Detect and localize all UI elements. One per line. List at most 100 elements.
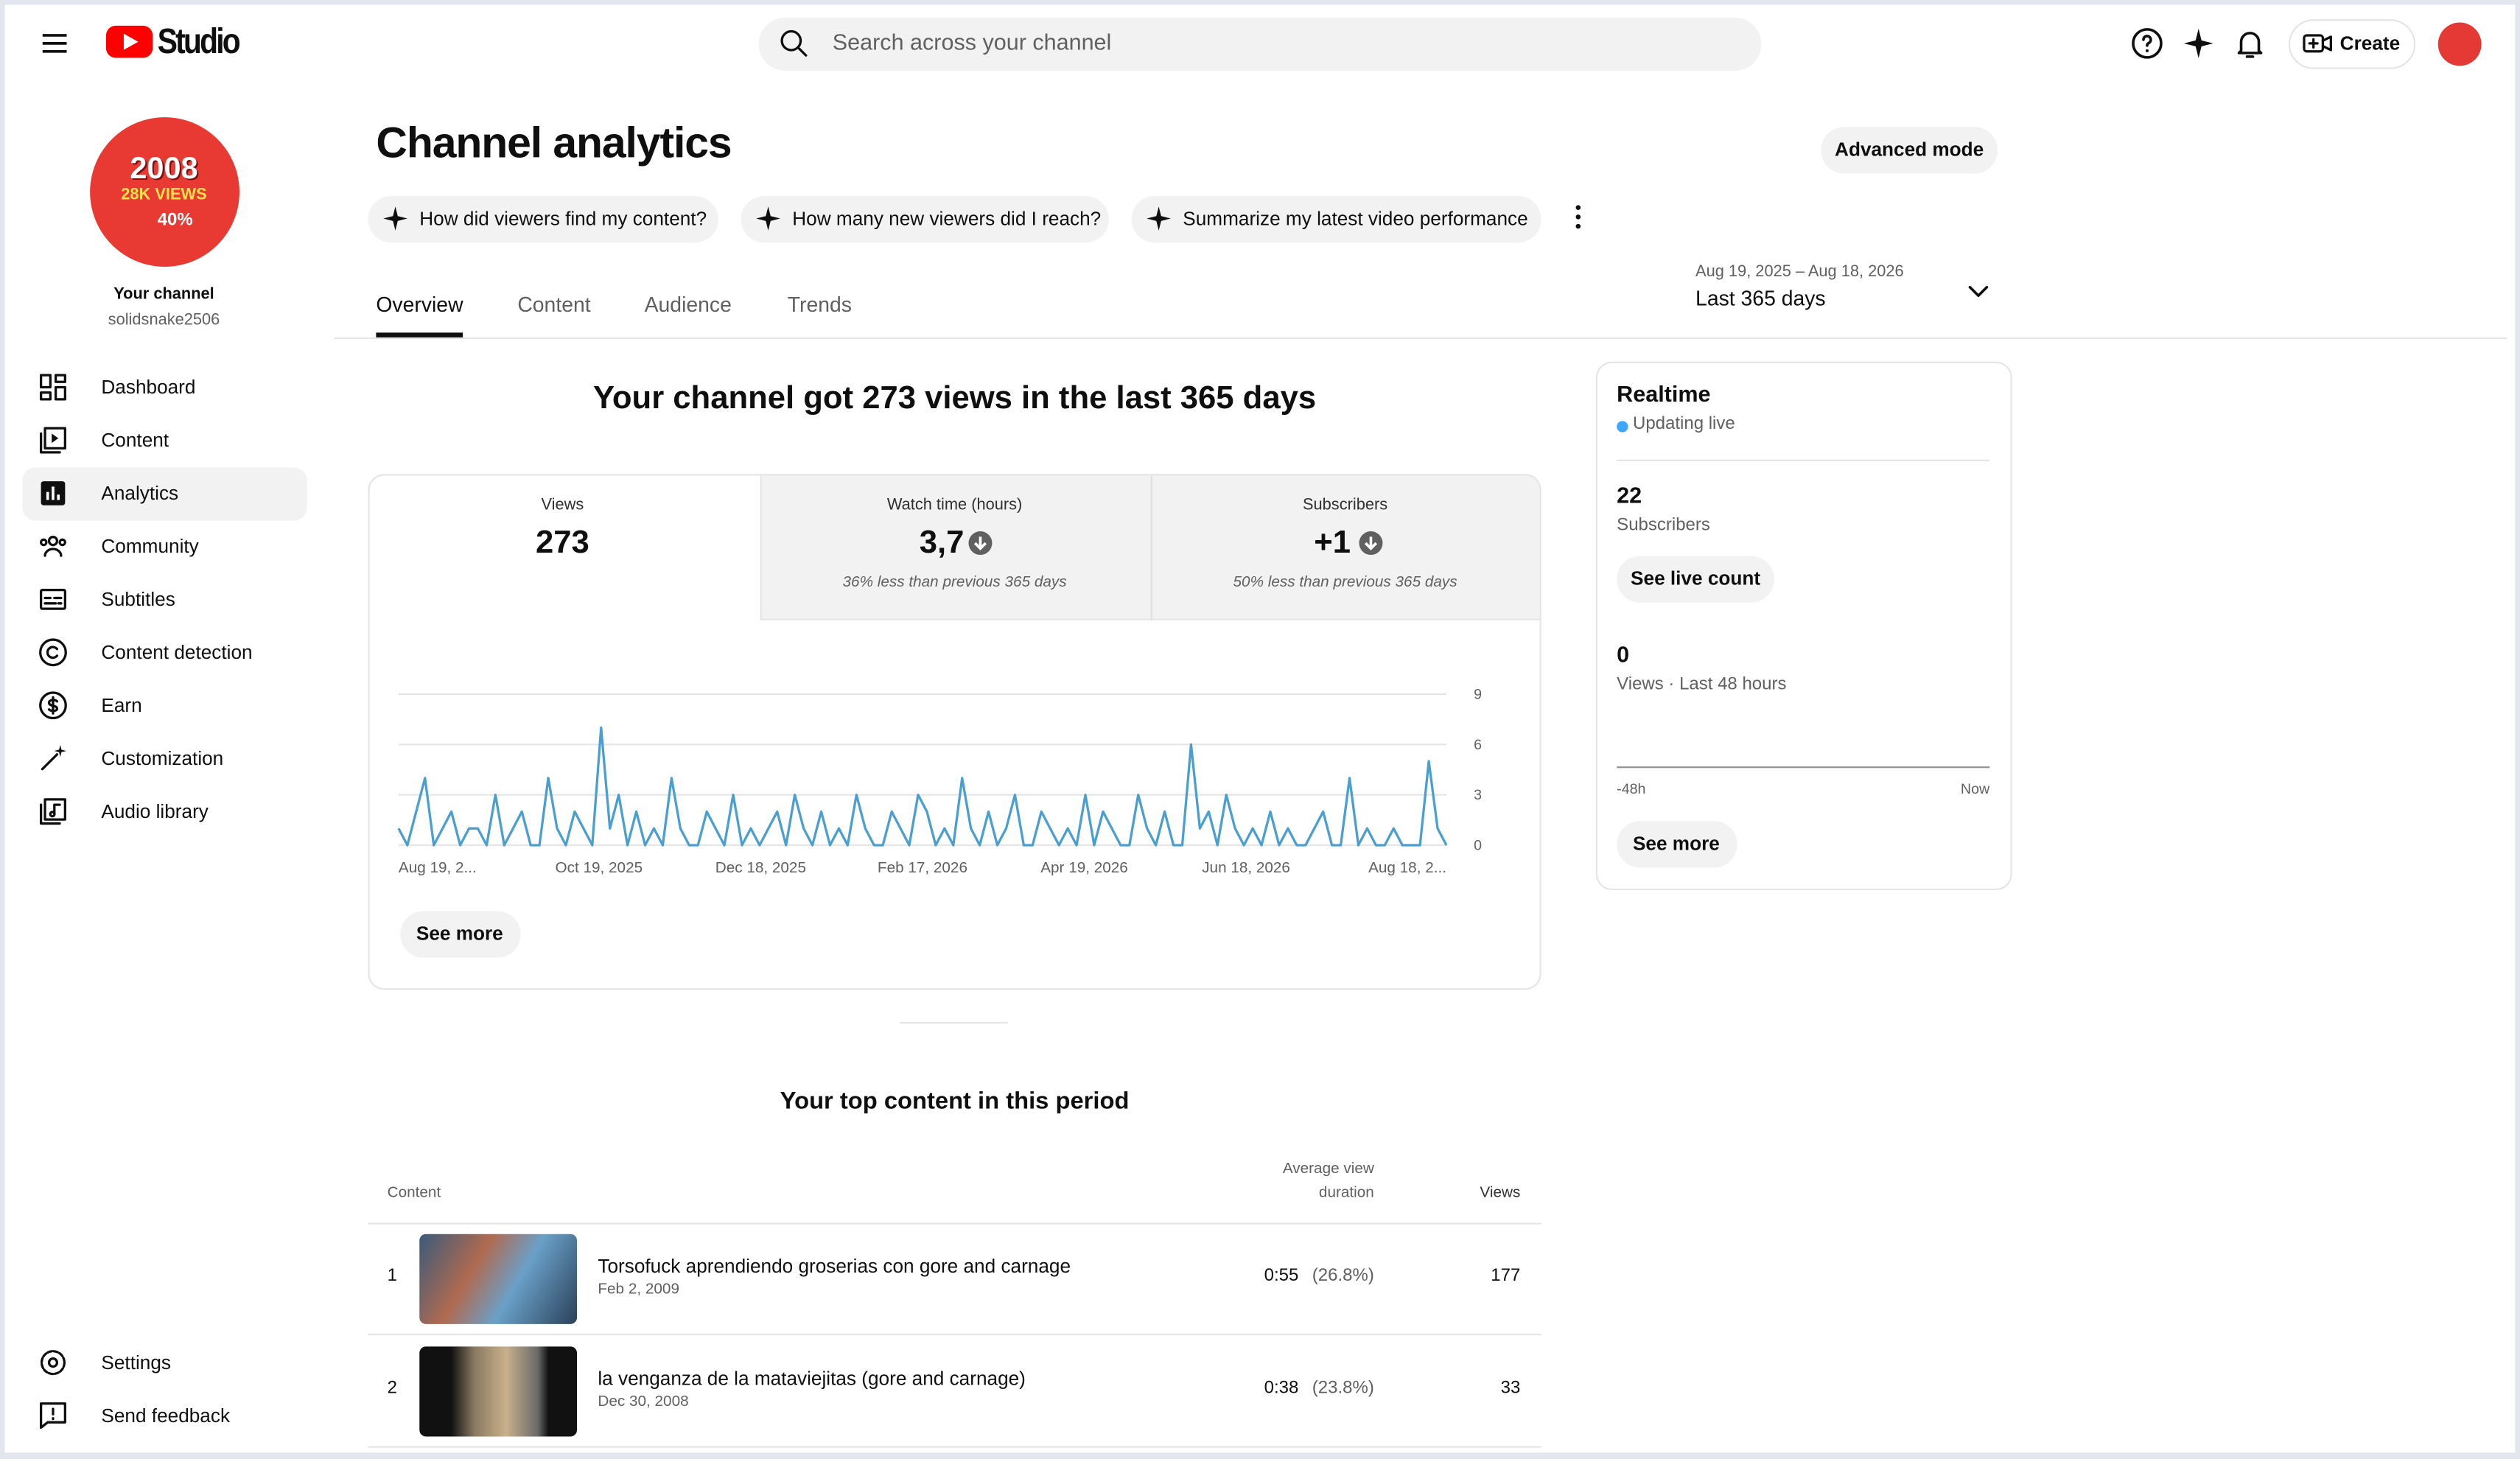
nav-item[interactable]: Subtitles bbox=[101, 587, 175, 610]
chev bbox=[1968, 285, 1989, 298]
sparkle bbox=[756, 206, 780, 231]
nav-icon[interactable] bbox=[37, 689, 69, 721]
hub bbox=[47, 1357, 59, 1368]
nav-icon[interactable] bbox=[37, 371, 69, 404]
nav-icon[interactable] bbox=[37, 795, 69, 828]
row-title[interactable]: Torsofuck aprendiendo groserias con gore… bbox=[598, 1254, 1071, 1277]
note-head bbox=[49, 811, 56, 818]
live-dot bbox=[1617, 421, 1628, 433]
lens bbox=[2321, 35, 2332, 52]
table-line bbox=[368, 1222, 1541, 1225]
nav-item[interactable]: Customization bbox=[101, 746, 224, 769]
advanced-label: Advanced mode bbox=[1835, 137, 1984, 161]
ring bbox=[39, 691, 67, 720]
row-line bbox=[368, 1333, 1541, 1336]
advanced-button[interactable] bbox=[1821, 127, 1998, 174]
sq bbox=[39, 374, 52, 389]
logo-icon[interactable] bbox=[105, 25, 153, 58]
thumbnail[interactable] bbox=[419, 1346, 578, 1437]
col-header: duration bbox=[1318, 1184, 1374, 1203]
head bbox=[58, 538, 66, 547]
metric-bg bbox=[760, 475, 1540, 620]
metric-note: 50% less than previous 365 days bbox=[1233, 574, 1457, 592]
row-views: 33 bbox=[1500, 1379, 1521, 1399]
avatar-views: 28K VIEWS bbox=[121, 186, 207, 204]
settings-icon[interactable] bbox=[37, 1346, 69, 1379]
col-header: Views bbox=[1480, 1184, 1521, 1203]
help-icon[interactable] bbox=[2129, 26, 2165, 61]
nav-item[interactable]: Content detection bbox=[101, 640, 253, 663]
nav-item[interactable]: Settings bbox=[101, 1350, 171, 1374]
prompt-label: Summarize my latest video performance bbox=[1183, 206, 1528, 229]
live-count-button[interactable] bbox=[1617, 556, 1774, 603]
nav-item[interactable]: Send feedback bbox=[101, 1403, 231, 1427]
ai-icon[interactable] bbox=[2181, 26, 2216, 61]
tab[interactable]: Trends bbox=[787, 292, 852, 317]
metric-value: +1 bbox=[1314, 525, 1351, 561]
tab[interactable]: Audience bbox=[644, 292, 732, 317]
channel-label: Your channel bbox=[113, 286, 214, 304]
create-button[interactable] bbox=[2288, 19, 2416, 69]
dot bbox=[1575, 205, 1581, 210]
frame bbox=[43, 427, 66, 450]
subscriber-label: Subscribers bbox=[1617, 516, 1710, 536]
sq bbox=[54, 385, 66, 401]
realtime-divider bbox=[1617, 459, 1990, 461]
y-tick-label: 0 bbox=[1474, 838, 1482, 854]
nav-icon[interactable] bbox=[37, 742, 69, 774]
thumbnail[interactable] bbox=[419, 1234, 578, 1324]
subscriber-count: 22 bbox=[1617, 482, 1642, 508]
logo-text[interactable]: Studio bbox=[157, 20, 241, 60]
tab-underline bbox=[376, 332, 463, 337]
row-duration: 0:55 bbox=[1264, 1266, 1299, 1287]
nav-item[interactable]: Analytics bbox=[101, 481, 179, 504]
plus bbox=[2308, 38, 2319, 49]
head bbox=[39, 538, 48, 547]
menu-icon[interactable] bbox=[38, 27, 71, 60]
y-tick-label: 3 bbox=[1474, 787, 1482, 803]
views-count: 0 bbox=[1617, 641, 1630, 668]
avatar-percent: 40% bbox=[157, 211, 193, 231]
nav-item[interactable]: Dashboard bbox=[101, 375, 196, 398]
profile-avatar[interactable] bbox=[2437, 22, 2482, 66]
feedback-icon[interactable] bbox=[37, 1399, 69, 1432]
tab[interactable]: Overview bbox=[376, 292, 463, 317]
prompt-chip[interactable] bbox=[741, 196, 1109, 243]
x-tick-label: Jun 18, 2026 bbox=[1202, 859, 1290, 876]
nav-icon[interactable] bbox=[37, 477, 69, 510]
row-date: Dec 30, 2008 bbox=[598, 1393, 689, 1412]
axis-start: -48h bbox=[1617, 780, 1646, 797]
bell-icon[interactable] bbox=[2233, 26, 2268, 61]
nav-icon[interactable] bbox=[37, 584, 69, 616]
dot bbox=[1575, 223, 1581, 229]
play bbox=[52, 433, 59, 444]
row-date: Feb 2, 2009 bbox=[598, 1281, 679, 1299]
nav-item[interactable]: Earn bbox=[101, 693, 142, 716]
nav-item[interactable]: Content bbox=[101, 428, 169, 451]
prompt-chip[interactable] bbox=[368, 196, 718, 243]
body bbox=[43, 547, 63, 557]
period-chevron[interactable] bbox=[1964, 276, 1992, 305]
tab[interactable]: Content bbox=[517, 292, 591, 317]
page-title: Channel analytics bbox=[376, 119, 732, 167]
nav-icon[interactable] bbox=[37, 531, 69, 563]
nav-icon[interactable] bbox=[37, 424, 69, 457]
row-percent: (26.8%) bbox=[1312, 1266, 1374, 1287]
section-divider bbox=[900, 1021, 1008, 1024]
nav-item[interactable]: Audio library bbox=[101, 800, 209, 822]
row-title[interactable]: la venganza de la mataviejitas (gore and… bbox=[598, 1366, 1026, 1390]
row-line bbox=[368, 1446, 1541, 1448]
views-label: Views · Last 48 hours bbox=[1617, 675, 1787, 695]
realtime-card bbox=[1595, 361, 2012, 891]
nav-icon[interactable] bbox=[37, 637, 69, 669]
see-more-button[interactable] bbox=[400, 911, 521, 958]
search-box[interactable] bbox=[758, 17, 1762, 71]
metric-value: 273 bbox=[535, 525, 589, 561]
more-icon[interactable] bbox=[1562, 201, 1595, 234]
realtime-see-more[interactable] bbox=[1617, 821, 1737, 868]
nav-item[interactable]: Community bbox=[101, 534, 199, 557]
channel-avatar[interactable] bbox=[90, 117, 239, 267]
prompt-chip[interactable] bbox=[1131, 196, 1541, 243]
